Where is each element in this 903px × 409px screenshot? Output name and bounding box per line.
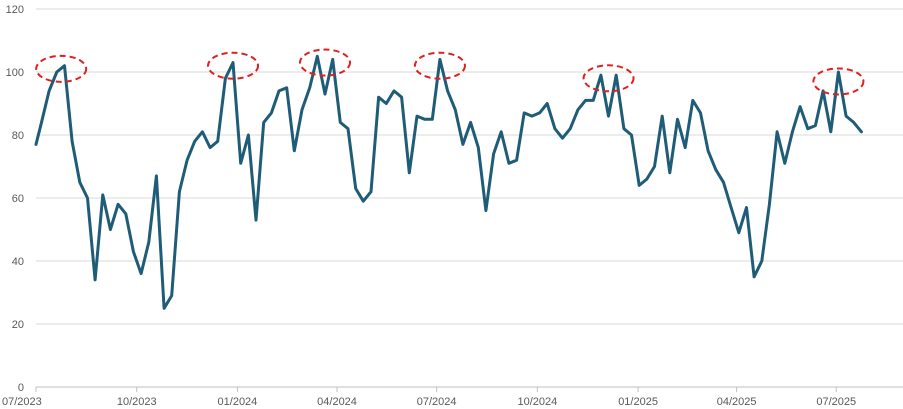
x-tick-label: 01/2025 — [618, 396, 658, 408]
y-tick-label: 100 — [6, 67, 24, 79]
y-tick-label: 20 — [12, 319, 24, 331]
peak-highlight-ellipse — [35, 54, 88, 83]
x-tick-label: 10/2024 — [517, 396, 557, 408]
peak-highlight-ellipse — [582, 64, 635, 93]
y-tick-label: 40 — [12, 256, 24, 268]
peak-highlight-ellipse — [413, 51, 466, 80]
x-tick-label: 04/2025 — [717, 396, 757, 408]
gridlines — [36, 8, 903, 325]
peak-highlight-ellipse — [207, 51, 260, 80]
peak-highlight-ellipse — [299, 48, 351, 77]
peak-highlights — [35, 48, 865, 96]
y-tick-label: 120 — [6, 4, 24, 16]
y-tick-label: 60 — [12, 193, 24, 205]
peak-highlight-ellipse — [812, 67, 865, 96]
series-line-0 — [34, 54, 863, 310]
x-axis: 07/2023 10/2023 01/2024 04/2024 07/2024 10/20… — [2, 386, 903, 408]
x-tick-label: 07/2023 — [2, 396, 42, 408]
series-group — [34, 54, 863, 310]
x-tick-label: 01/2024 — [218, 396, 258, 408]
y-tick-label: 0 — [18, 382, 24, 394]
x-tick-label: 04/2024 — [317, 396, 357, 408]
x-tick-label: 07/2025 — [816, 396, 856, 408]
x-tick-label: 10/2023 — [117, 396, 157, 408]
x-tick-label: 07/2024 — [417, 396, 457, 408]
y-axis-tick-labels: 0 20 40 60 80 100 120 — [6, 4, 24, 394]
y-tick-label: 80 — [12, 130, 24, 142]
